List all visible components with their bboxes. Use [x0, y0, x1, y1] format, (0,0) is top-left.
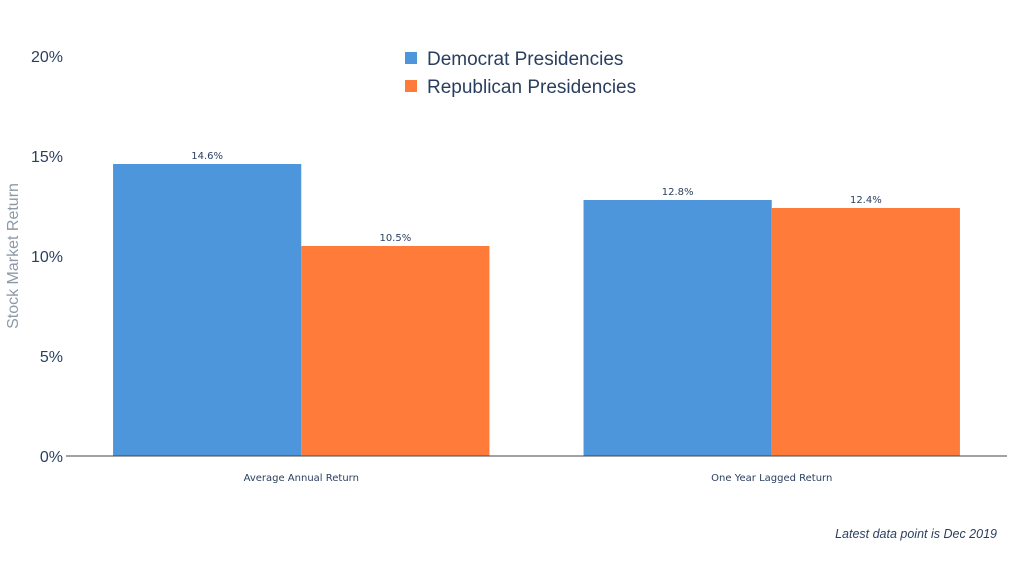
legend-swatch — [405, 80, 417, 92]
legend-label: Democrat Presidencies — [427, 49, 623, 70]
y-tick-label: 15% — [31, 149, 63, 166]
bar — [771, 208, 960, 456]
legend-swatch — [405, 52, 417, 64]
data-note: Latest data point is Dec 2019 — [835, 527, 997, 541]
x-category-label: One Year Lagged Return — [711, 473, 832, 484]
legend-label: Republican Presidencies — [427, 77, 636, 98]
bar-data-label: 14.6% — [191, 151, 223, 162]
bars: 14.6% 10.5% 12.8% 12.4% — [113, 151, 960, 456]
x-axis-categories: Average Annual Return One Year Lagged Ret… — [244, 473, 833, 484]
y-axis-ticks: 0% 5% 10% 15% 20% — [31, 49, 63, 466]
x-category-label: Average Annual Return — [244, 473, 359, 484]
y-tick-label: 5% — [40, 349, 63, 366]
bar — [113, 164, 302, 456]
y-tick-label: 0% — [40, 449, 63, 466]
bar — [301, 246, 490, 456]
bar-data-label: 10.5% — [379, 233, 411, 244]
y-tick-label: 10% — [31, 249, 63, 266]
bar — [583, 200, 772, 456]
y-tick-label: 20% — [31, 49, 63, 66]
y-axis-label: Stock Market Return — [5, 183, 22, 329]
bar-data-label: 12.4% — [850, 195, 882, 206]
bar-data-label: 12.8% — [662, 187, 694, 198]
legend: Democrat Presidencies Republican Presiden… — [405, 49, 636, 98]
